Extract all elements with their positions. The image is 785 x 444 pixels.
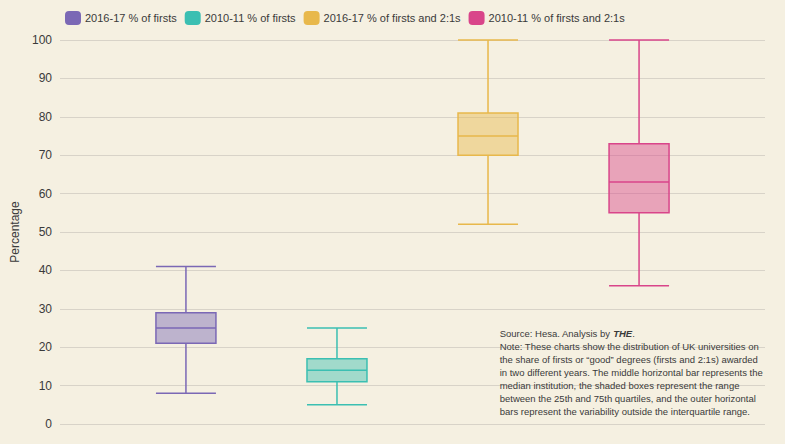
- svg-text:0: 0: [45, 417, 52, 431]
- svg-text:bars represent the variability: bars represent the variability outside t…: [500, 406, 750, 417]
- svg-text:Source: Hesa. Analysis by: Source: Hesa. Analysis by: [500, 328, 613, 339]
- svg-text:Note: These charts show the di: Note: These charts show the distribution…: [500, 341, 759, 352]
- svg-text:2016-17 % of firsts: 2016-17 % of firsts: [85, 12, 177, 24]
- svg-text:10: 10: [39, 379, 53, 393]
- svg-text:50: 50: [39, 225, 53, 239]
- svg-text:70: 70: [39, 148, 53, 162]
- svg-text:60: 60: [39, 187, 53, 201]
- svg-text:2010-11 % of firsts and 2:1s: 2010-11 % of firsts and 2:1s: [489, 12, 626, 24]
- svg-text:.: .: [632, 328, 635, 339]
- svg-text:40: 40: [39, 263, 53, 277]
- svg-text:20: 20: [39, 340, 53, 354]
- svg-text:90: 90: [39, 71, 53, 85]
- svg-text:2016-17 % of firsts and 2:1s: 2016-17 % of firsts and 2:1s: [324, 12, 461, 24]
- svg-text:the share of firsts or “good”: the share of firsts or “good” degrees (f…: [500, 354, 758, 365]
- svg-text:2010-11 % of firsts: 2010-11 % of firsts: [205, 12, 296, 24]
- svg-text:median institution, the shaded: median institution, the shaded boxes rep…: [500, 380, 740, 391]
- svg-text:in two different years. The mi: in two different years. The middle horiz…: [500, 367, 763, 378]
- svg-text:Percentage: Percentage: [8, 201, 22, 263]
- svg-text:100: 100: [32, 33, 52, 47]
- svg-text:between the 25th and 75th quar: between the 25th and 75th quartiles, and…: [500, 393, 756, 404]
- svg-text:THE: THE: [613, 328, 633, 339]
- svg-text:30: 30: [39, 302, 53, 316]
- svg-text:80: 80: [39, 110, 53, 124]
